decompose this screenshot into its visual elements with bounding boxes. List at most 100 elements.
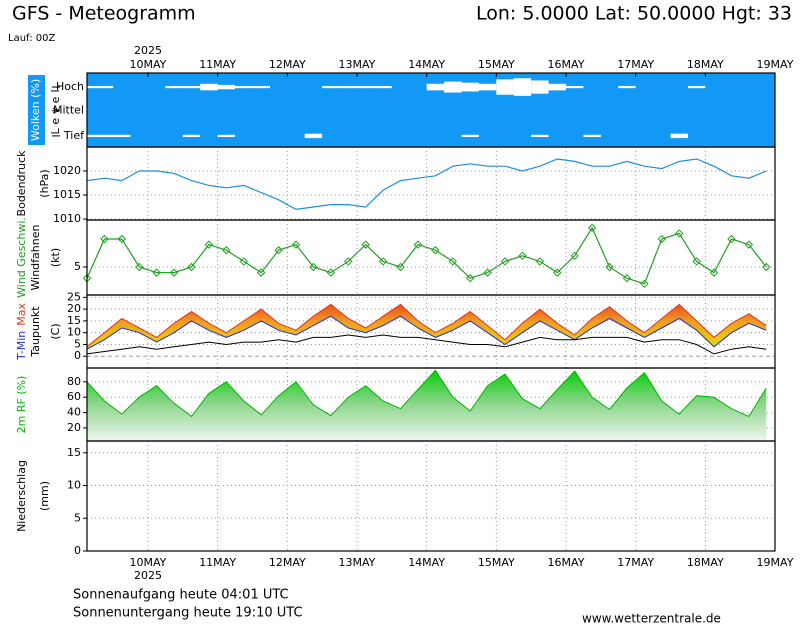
- marker: [431, 246, 440, 255]
- marker: [605, 262, 614, 272]
- marker: [570, 251, 579, 261]
- panel-frame: [86, 219, 776, 296]
- x-tick-label: 19MAY: [757, 58, 794, 71]
- cloud-cover: [182, 134, 201, 137]
- legend-entry: Max: [15, 303, 28, 326]
- cloud-cover: [461, 82, 479, 92]
- y-tick-label: 20: [67, 302, 81, 315]
- marker: [657, 234, 666, 244]
- marker: [239, 257, 248, 266]
- cloud-cover: [531, 134, 549, 137]
- level-label: Hoch: [56, 80, 84, 93]
- x-tick-label: 15MAY: [478, 556, 515, 569]
- line: [86, 315, 767, 350]
- x-tick-label: 14MAY: [408, 58, 445, 71]
- marker: [535, 257, 545, 266]
- marker: [256, 268, 266, 277]
- y-tick-label: 80: [67, 375, 81, 388]
- marker: [483, 268, 492, 277]
- marker: [500, 257, 510, 266]
- y-axis-label: (kt): [49, 248, 62, 267]
- source: www.wetterzentrale.de: [582, 612, 721, 625]
- cloud-cover: [531, 80, 549, 94]
- marker: [727, 234, 736, 244]
- x-tick-label: 13MAY: [339, 58, 376, 71]
- y-tick-label: 15: [67, 446, 81, 459]
- x-tick-label: 17MAY: [617, 58, 654, 71]
- cloud-cover: [496, 79, 514, 95]
- y-axis-label: Bodendruck: [15, 150, 28, 217]
- y-axis-label: Wind Geschwi.: [15, 217, 28, 298]
- marker: [152, 268, 161, 277]
- y-axis-label: (mm): [38, 481, 51, 511]
- y-tick-label: 20: [67, 421, 81, 434]
- y-tick-label: 0: [74, 349, 81, 362]
- marker: [169, 268, 179, 277]
- cloud-cover: [200, 83, 218, 91]
- cloud-cover: [113, 134, 131, 137]
- marker: [344, 257, 353, 266]
- marker: [361, 240, 370, 249]
- y-tick-label: 25: [67, 290, 81, 303]
- y-axis-label: 2m RF (%): [15, 376, 28, 434]
- x-axis-year: 2025: [134, 569, 162, 582]
- cloud-cover: [252, 85, 270, 89]
- marker: [744, 240, 754, 249]
- panel-frame: [86, 440, 776, 552]
- x-tick-label: 11MAY: [199, 58, 236, 71]
- cloud-cover: [356, 85, 375, 89]
- marker: [135, 262, 144, 272]
- y-tick-label: 15: [67, 314, 81, 327]
- cloud-cover: [217, 84, 236, 90]
- sunset: Sonnenuntergang heute 19:10 UTC: [73, 606, 303, 621]
- cloud-cover: [687, 85, 706, 89]
- x-tick-label: 15MAY: [478, 58, 515, 71]
- level-label: Mittel: [53, 104, 84, 117]
- marker: [622, 274, 632, 283]
- cloud-cover: [182, 85, 201, 89]
- y-tick-label: 5: [74, 511, 81, 524]
- cloud-cover: [339, 85, 357, 89]
- y-tick-label: 1015: [53, 188, 81, 201]
- panel-frame: [86, 146, 776, 221]
- line: [86, 158, 767, 211]
- x-tick-label: 16MAY: [548, 556, 585, 569]
- run: Lauf: 00Z: [8, 33, 55, 44]
- marker: [187, 262, 196, 272]
- cloud-cover: [618, 85, 636, 89]
- line: [86, 303, 767, 348]
- cloud-cover: [304, 133, 323, 139]
- marker: [222, 246, 231, 255]
- cloud-cover: [548, 83, 566, 91]
- marker: [587, 223, 597, 233]
- cloud-cover: [426, 83, 445, 91]
- x-tick-label: 10MAY: [130, 556, 167, 569]
- marker: [396, 262, 405, 272]
- marker: [692, 257, 701, 266]
- cloud-cover: [374, 85, 392, 89]
- title: GFS - Meteogramm: [12, 3, 196, 25]
- marker: [413, 240, 423, 249]
- x-tick-label: 12MAY: [269, 58, 306, 71]
- cloud-cover: [478, 83, 497, 91]
- cloud-cover: [87, 134, 96, 137]
- cloud-cover: [444, 81, 462, 93]
- x-tick-label: 18MAY: [687, 58, 724, 71]
- y-tick-label: 1020: [53, 164, 81, 177]
- line: [86, 369, 767, 418]
- marker: [309, 262, 318, 272]
- marker: [274, 246, 283, 255]
- cloud-cover: [217, 134, 236, 137]
- x-tick-label: 16MAY: [548, 58, 585, 71]
- marker: [465, 274, 475, 283]
- y-tick-label: 10: [67, 479, 81, 492]
- cloud-cover: [95, 134, 114, 137]
- cloud-cover: [165, 85, 183, 89]
- y-tick-label: 5: [74, 260, 81, 273]
- y-tick-label: 60: [67, 390, 81, 403]
- cloud-cover: [235, 85, 253, 89]
- marker: [326, 268, 336, 277]
- x-tick-label: 18MAY: [687, 556, 724, 569]
- marker: [378, 257, 388, 266]
